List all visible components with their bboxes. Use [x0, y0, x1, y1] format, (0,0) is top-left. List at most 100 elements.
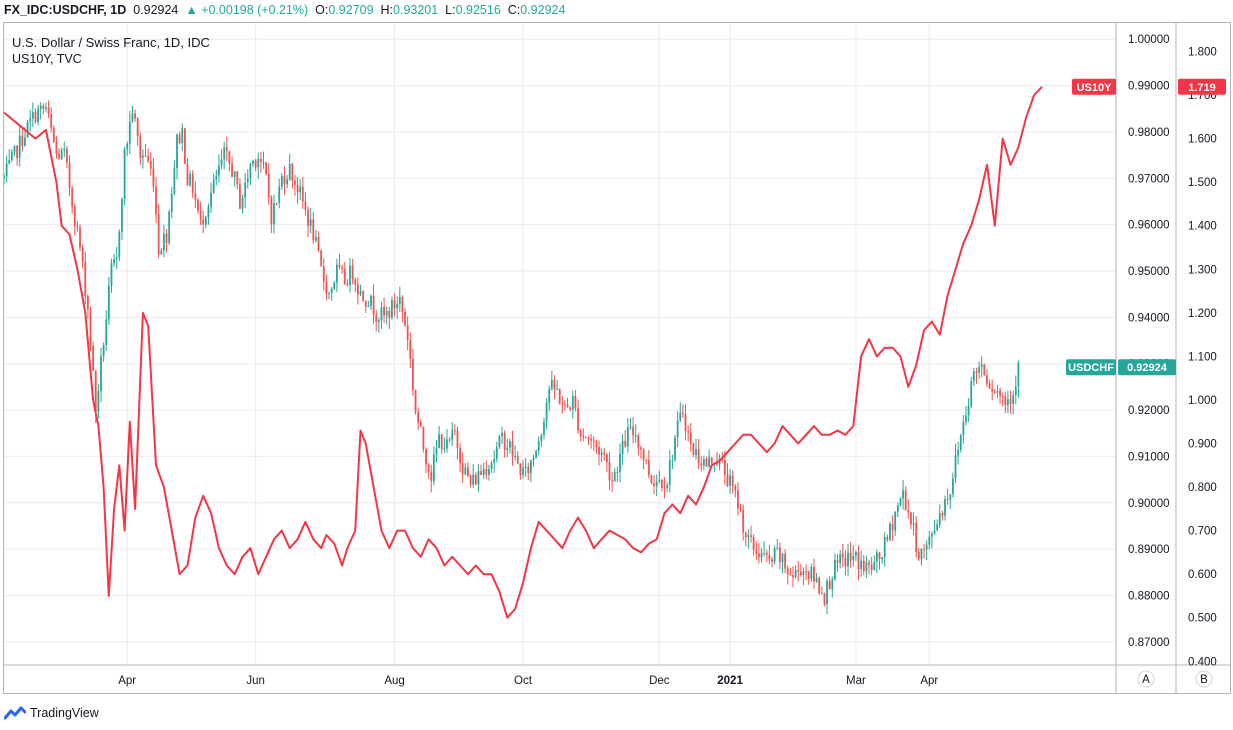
- candle: [233, 171, 236, 187]
- tradingview-logo-icon: [4, 706, 26, 720]
- candle: [794, 564, 797, 579]
- candle: [582, 428, 585, 442]
- candle: [477, 464, 480, 493]
- candle: [31, 102, 34, 128]
- candle: [965, 406, 967, 426]
- candle: [435, 440, 438, 463]
- candle: [286, 174, 288, 189]
- candle: [380, 301, 383, 329]
- candle: [949, 494, 952, 509]
- candle: [839, 549, 842, 569]
- candle: [650, 474, 653, 485]
- candle: [716, 451, 718, 467]
- candle: [902, 479, 904, 510]
- candle: [836, 554, 839, 572]
- candle: [396, 296, 399, 319]
- candle: [359, 284, 362, 297]
- candle: [558, 388, 561, 405]
- candle: [852, 545, 855, 567]
- symbol-label[interactable]: FX_IDC:USDCHF, 1D: [4, 3, 127, 17]
- chart-frame[interactable]: 0.87000 0.88000 0.89000 0.90000 0.91000 0.920…: [3, 22, 1231, 694]
- candle: [197, 197, 199, 214]
- candle: [76, 221, 79, 232]
- candle: [105, 310, 108, 351]
- svg-text:A: A: [1142, 674, 1150, 686]
- candle: [225, 136, 228, 162]
- candle: [773, 545, 776, 565]
- time-tick-label: Apr: [920, 675, 938, 687]
- candle: [37, 104, 39, 126]
- candle: [351, 258, 354, 285]
- candle: [254, 158, 257, 171]
- candle: [668, 449, 671, 493]
- time-axis: Apr Jun Aug Oct Dec 2021 Mar Apr: [118, 675, 938, 687]
- candle: [666, 482, 669, 493]
- candle: [975, 367, 978, 384]
- candle: [983, 363, 986, 376]
- candle: [459, 443, 461, 473]
- candle: [692, 442, 695, 458]
- candle: [39, 102, 42, 120]
- candle: [498, 434, 501, 450]
- overlay-series-legend[interactable]: US10Y, TVC: [12, 52, 82, 66]
- candle: [936, 519, 939, 532]
- price-chart[interactable]: 0.87000 0.88000 0.89000 0.90000 0.91000 0.920…: [4, 23, 1230, 693]
- left-scale-button[interactable]: A: [1137, 670, 1155, 688]
- candle: [26, 119, 29, 138]
- candle: [907, 499, 910, 519]
- usdchf-tick-label: 0.89000: [1128, 544, 1170, 556]
- time-tick-label: Aug: [384, 675, 404, 687]
- candle: [328, 291, 330, 300]
- candle: [443, 437, 446, 453]
- candle: [729, 468, 731, 494]
- candle: [456, 426, 459, 460]
- candle: [647, 449, 650, 479]
- candle: [899, 497, 902, 507]
- candle: [315, 229, 317, 243]
- candle: [1001, 392, 1004, 407]
- candle: [868, 559, 870, 575]
- us10y-tick-label: 0.400: [1188, 656, 1217, 668]
- candle: [215, 169, 218, 186]
- candle: [545, 398, 548, 430]
- candle: [364, 300, 367, 314]
- candle: [170, 186, 173, 219]
- candle: [422, 426, 425, 453]
- candle: [739, 503, 742, 513]
- candle: [312, 211, 315, 244]
- candle: [917, 547, 920, 562]
- candle: [841, 544, 844, 567]
- candle: [548, 385, 551, 412]
- candle: [860, 550, 863, 577]
- candle: [18, 126, 21, 167]
- candle: [1012, 390, 1015, 415]
- candle: [771, 556, 773, 568]
- candle: [875, 549, 878, 574]
- candle: [231, 156, 233, 178]
- candle: [653, 475, 655, 495]
- candle: [461, 452, 464, 483]
- candle: [118, 229, 121, 262]
- candle: [784, 549, 787, 574]
- candle: [309, 207, 312, 234]
- candle: [123, 146, 126, 206]
- main-series-legend[interactable]: U.S. Dollar / Swiss Franc, 1D, IDC: [12, 35, 210, 50]
- candle: [592, 435, 595, 451]
- open-value: 0.92709: [328, 3, 374, 17]
- candle: [66, 145, 68, 169]
- candle: [157, 203, 160, 258]
- us10y-name-badge: US10Y: [1072, 78, 1116, 95]
- us10y-last-badge: 1.719: [1178, 78, 1226, 95]
- candle: [181, 123, 184, 152]
- candle: [139, 132, 142, 165]
- candle: [191, 170, 194, 199]
- right-scale-button[interactable]: B: [1195, 670, 1213, 688]
- footer-brand[interactable]: TradingView: [4, 704, 99, 722]
- candle: [700, 456, 703, 472]
- time-tick-label: Oct: [514, 675, 533, 687]
- candle: [162, 224, 165, 258]
- candle: [569, 406, 572, 412]
- candle: [894, 511, 897, 536]
- candle: [280, 173, 283, 191]
- candle: [467, 462, 469, 478]
